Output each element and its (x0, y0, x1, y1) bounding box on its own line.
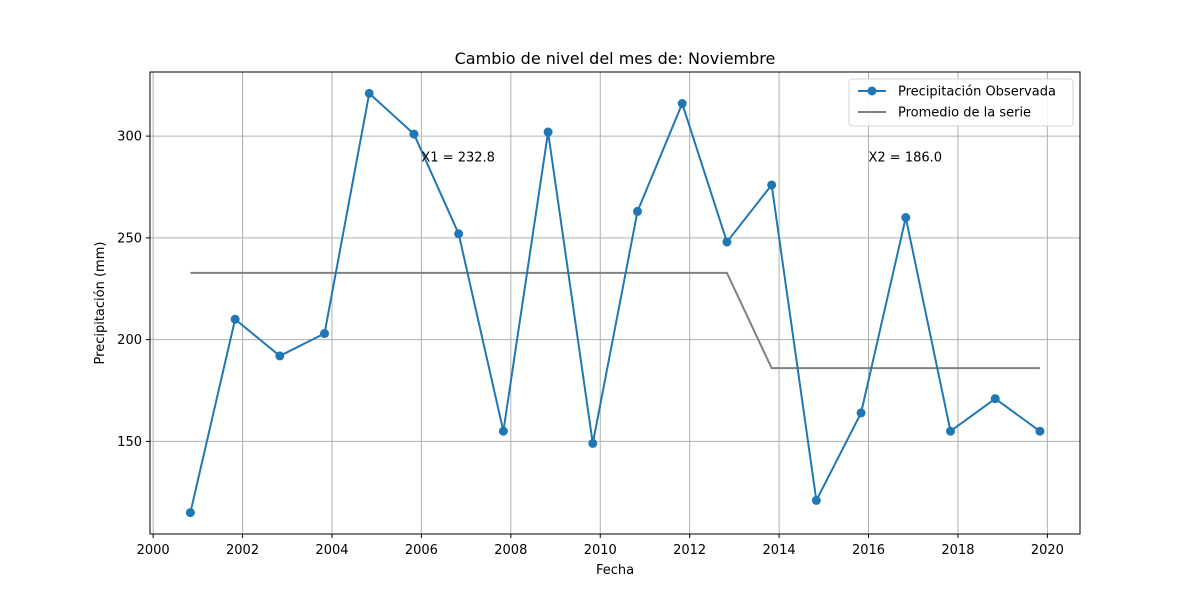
data-point (543, 127, 553, 137)
data-point (275, 351, 285, 361)
data-point (945, 426, 955, 436)
y-tick-label: 150 (117, 435, 142, 450)
plot-frame (149, 71, 1081, 535)
x-axis: 2000 2002 2004 2006 2008 2010 2012 2014 2016 2018… (137, 534, 1064, 558)
x-axis-label: Fecha (596, 563, 634, 578)
series-layer (185, 88, 1045, 518)
x-tick-label: 2002 (226, 543, 259, 558)
data-point (901, 213, 911, 223)
legend: Precipitación Observada Promedio de la se… (848, 78, 1074, 127)
data-point (811, 495, 821, 505)
legend-label: Promedio de la serie (898, 106, 1031, 121)
x-tick-label: 2012 (673, 543, 706, 558)
x-tick-label: 2004 (315, 543, 348, 558)
grid (150, 72, 1080, 534)
data-point (230, 314, 240, 324)
x-tick-label: 2000 (137, 543, 170, 558)
series-line-mean (190, 271, 1040, 370)
x-tick-label: 2016 (852, 543, 885, 558)
x-tick-label: 2008 (494, 543, 527, 558)
chart-title: Cambio de nivel del mes de: Noviembre (455, 49, 776, 68)
legend-label: Precipitación Observada (898, 85, 1056, 100)
data-point (588, 438, 598, 448)
data-point (454, 229, 464, 239)
data-point (1035, 426, 1045, 436)
legend-marker (867, 86, 877, 96)
data-point (990, 394, 1000, 404)
y-tick-label: 200 (117, 333, 142, 348)
data-point (633, 206, 643, 216)
data-point (364, 88, 374, 98)
data-point (320, 329, 330, 339)
data-point (856, 408, 866, 418)
annotation-label: X2 = 186.0 (869, 150, 943, 165)
data-point (185, 508, 195, 518)
annotations: X1 = 232.8 X2 = 186.0 (421, 150, 942, 165)
data-point (498, 426, 508, 436)
x-tick-label: 2020 (1031, 543, 1064, 558)
legend-box (848, 78, 1074, 127)
x-tick-label: 2018 (941, 543, 974, 558)
data-point (409, 129, 419, 139)
x-tick-label: 2006 (405, 543, 438, 558)
x-tick-label: 2010 (584, 543, 617, 558)
y-axis-label: Precipitación (mm) (93, 242, 108, 365)
y-tick-label: 250 (117, 231, 142, 246)
data-point (677, 99, 687, 109)
series-line-observed (189, 92, 1041, 513)
data-point (767, 180, 777, 190)
data-point (722, 237, 732, 247)
annotation-label: X1 = 232.8 (421, 150, 495, 165)
x-tick-label: 2014 (763, 543, 796, 558)
y-axis: 150 200 250 300 (117, 130, 150, 450)
y-tick-label: 300 (117, 130, 142, 145)
